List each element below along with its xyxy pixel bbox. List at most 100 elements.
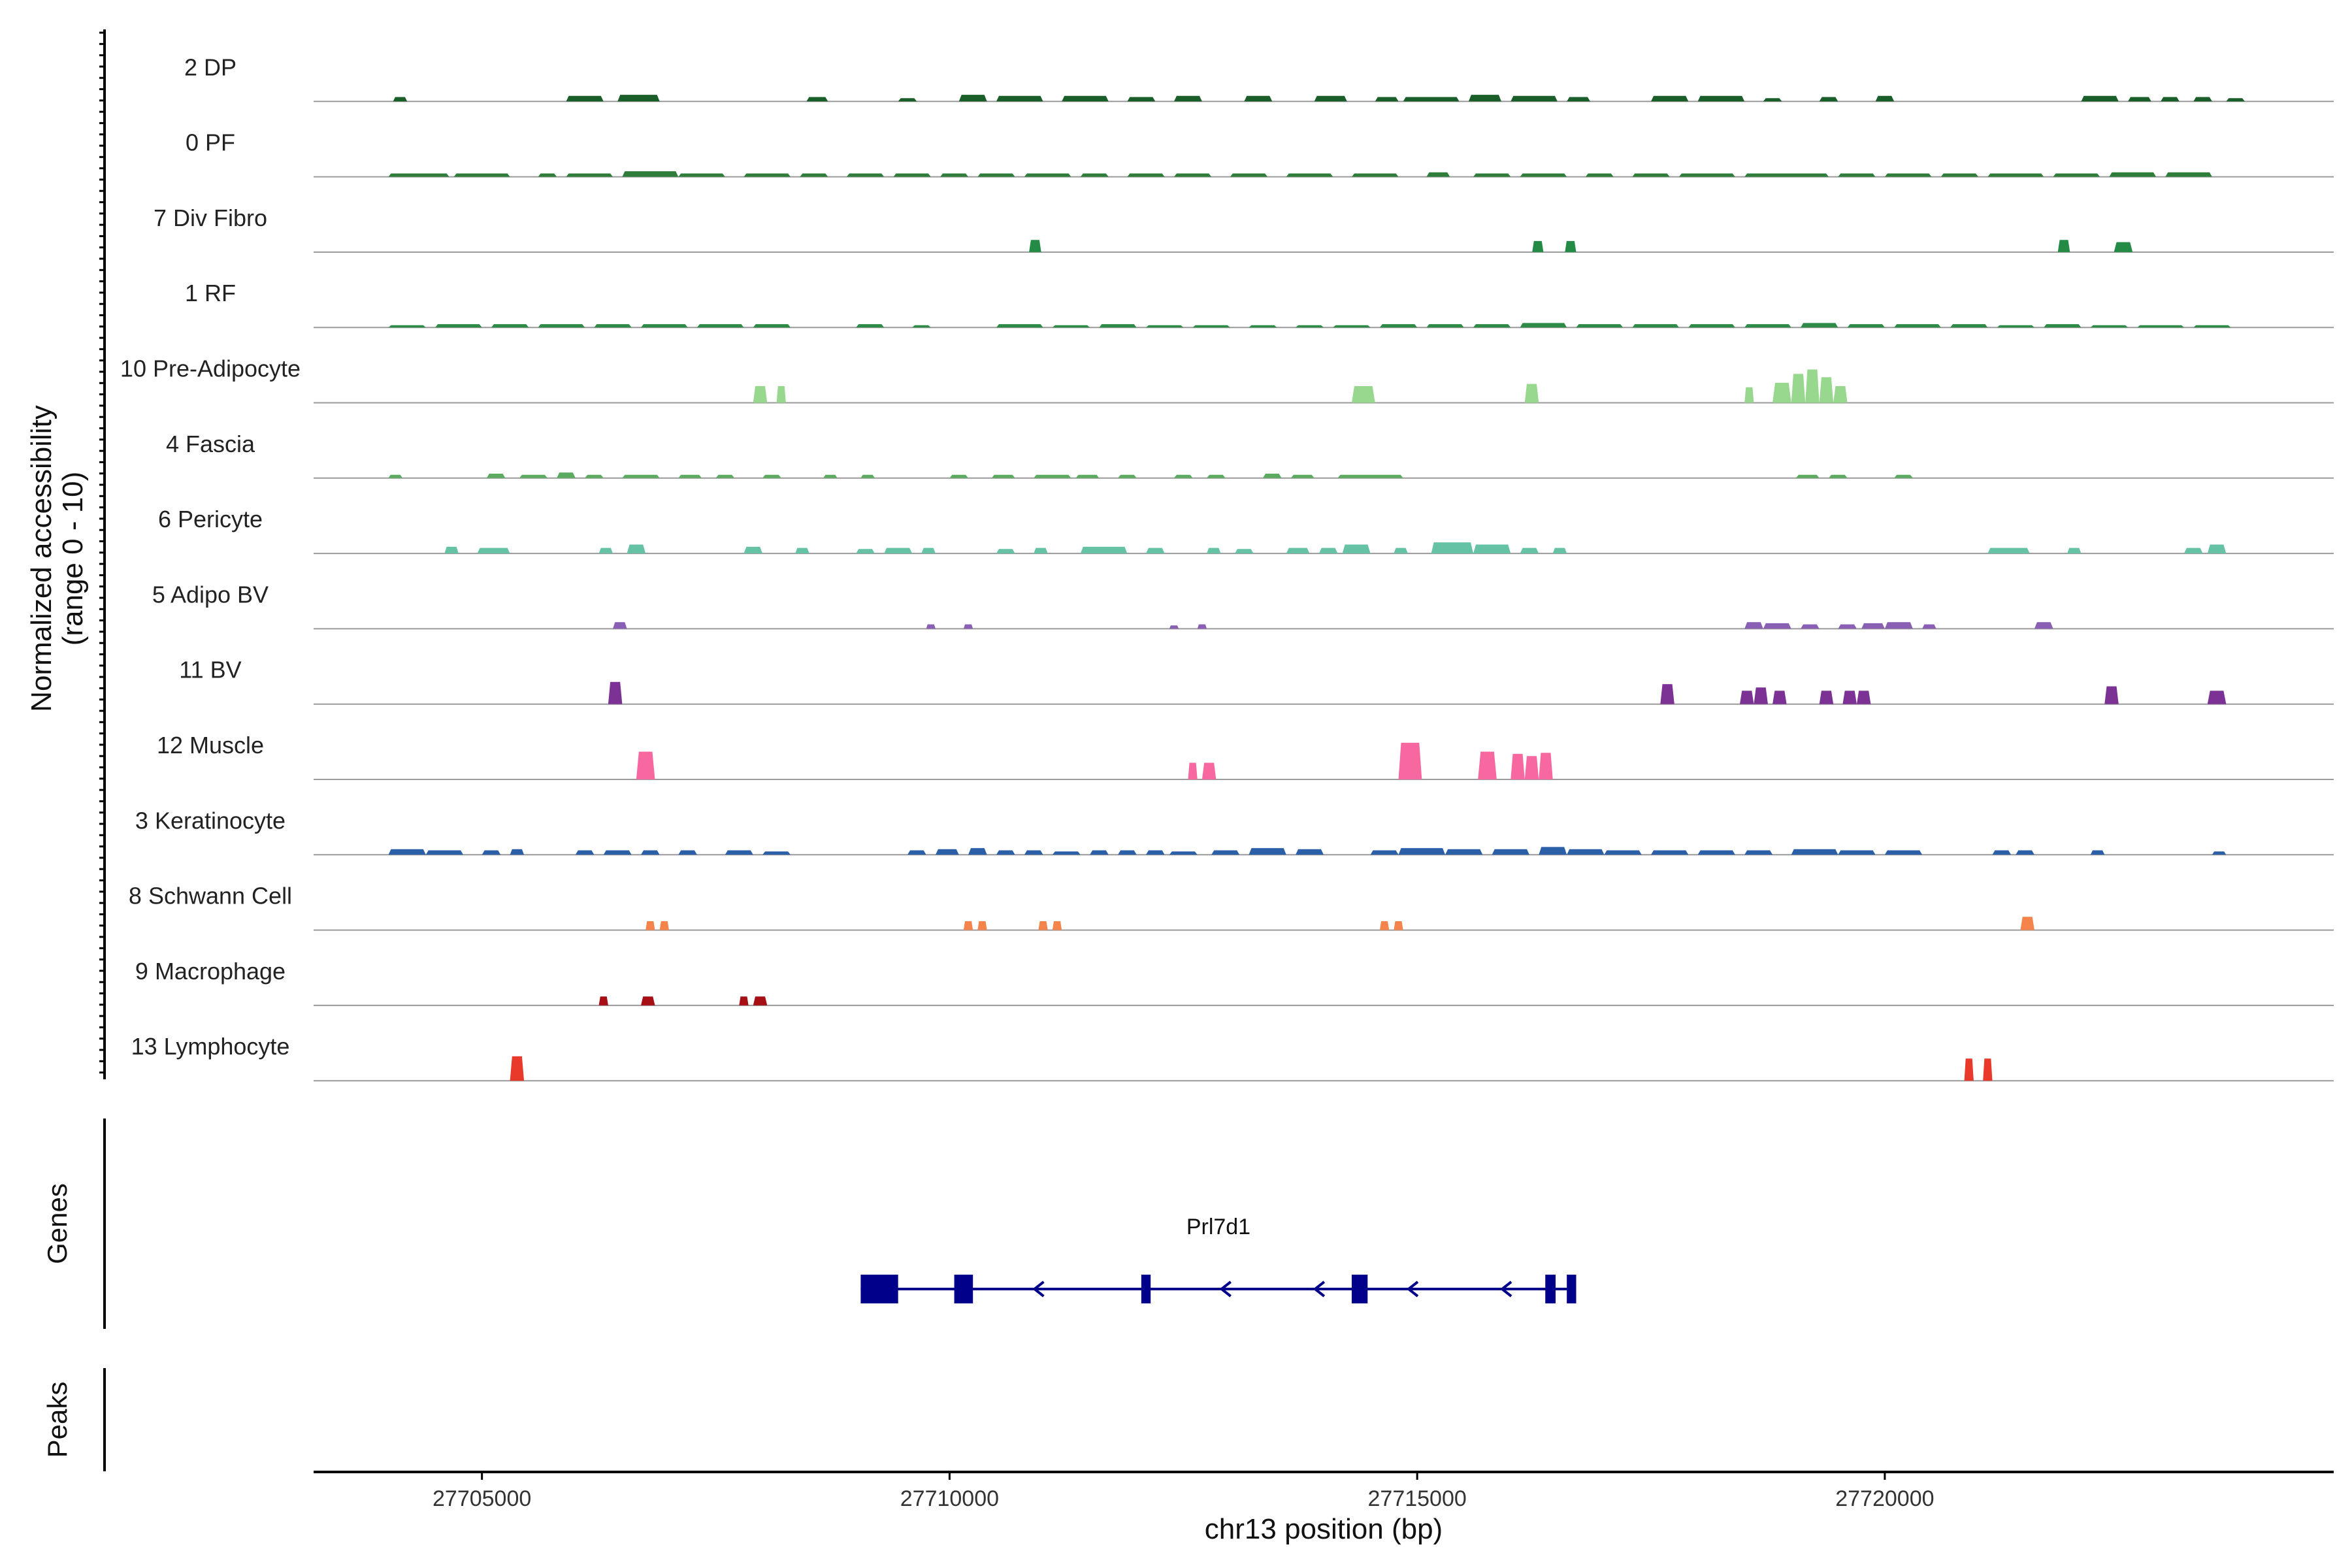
accessibility-peak — [1468, 95, 1501, 102]
accessibility-peak — [2053, 173, 2100, 177]
accessibility-peak — [753, 324, 791, 328]
gene-exon — [1567, 1275, 1576, 1303]
track-label: 8 Schwann Cell — [129, 883, 292, 909]
accessibility-peak — [1565, 240, 1576, 252]
accessibility-peak — [907, 850, 926, 855]
accessibility-peak — [1024, 173, 1071, 177]
accessibility-peak — [753, 386, 768, 403]
accessibility-peak — [393, 97, 408, 102]
gene-strand-arrow — [1313, 1281, 1326, 1298]
track-13: 13 Lymphocyte — [131, 1033, 2334, 1082]
accessibility-peak — [2207, 691, 2227, 704]
accessibility-peak — [1997, 325, 2034, 328]
accessibility-peak — [603, 850, 632, 855]
accessibility-peak — [1118, 850, 1137, 855]
accessibility-peak — [1801, 624, 1820, 629]
accessibility-peak — [1080, 173, 1109, 177]
accessibility-peak — [1987, 173, 2044, 177]
accessibility-peak — [1314, 95, 1347, 102]
accessibility-peak — [696, 324, 744, 328]
accessibility-peak — [1146, 850, 1165, 855]
peaks-panel-label: Peaks — [42, 1382, 73, 1458]
accessibility-peak — [1024, 850, 1043, 855]
accessibility-peak — [2034, 622, 2053, 629]
track-label: 5 Adipo BV — [152, 581, 269, 608]
accessibility-peak — [1146, 325, 1184, 328]
accessibility-peak — [1940, 173, 1979, 177]
accessibility-peak — [2183, 547, 2203, 554]
accessibility-peak — [2016, 850, 2034, 855]
accessibility-peak — [1950, 324, 1988, 328]
accessibility-peak — [2109, 172, 2157, 177]
accessibility-peak — [1052, 921, 1062, 930]
accessibility-peak — [1337, 474, 1403, 478]
accessibility-peak — [1520, 173, 1567, 177]
x-axis-title: chr13 position (bp) — [1205, 1513, 1443, 1545]
accessibility-peak — [1791, 374, 1806, 403]
track-5: 4 Fascia — [166, 431, 2334, 479]
accessibility-peak — [557, 472, 576, 478]
accessibility-peak — [762, 851, 791, 855]
accessibility-peak — [636, 751, 655, 779]
accessibility-peak — [1169, 625, 1179, 629]
gene-exon — [1141, 1275, 1151, 1303]
accessibility-peak — [1029, 240, 1041, 252]
gene-exon — [954, 1275, 973, 1303]
gene-strand-arrow — [1219, 1281, 1232, 1298]
accessibility-peak — [1651, 95, 1689, 102]
accessibility-peak — [2161, 97, 2180, 102]
accessibility-peak — [1838, 624, 1857, 629]
accessibility-peak — [762, 474, 781, 478]
accessibility-peak — [1394, 921, 1403, 930]
accessibility-peak — [1127, 173, 1165, 177]
accessibility-peak — [1697, 850, 1735, 855]
accessibility-peak — [1524, 756, 1539, 779]
accessibility-peak — [477, 547, 510, 554]
accessibility-peak — [739, 996, 749, 1005]
accessibility-peak — [1884, 173, 1932, 177]
accessibility-peak — [996, 850, 1015, 855]
accessibility-peak — [1884, 622, 1913, 629]
accessibility-peak — [846, 173, 885, 177]
accessibility-peak — [1861, 623, 1885, 629]
accessibility-peak — [977, 173, 1015, 177]
accessibility-peak — [1842, 691, 1857, 704]
accessibility-peak — [1286, 173, 1333, 177]
accessibility-peak — [1370, 850, 1399, 855]
accessibility-peak — [613, 622, 627, 629]
accessibility-peak — [795, 547, 809, 554]
accessibility-peak — [1173, 173, 1212, 177]
track-label: 7 Div Fibro — [154, 204, 267, 231]
accessibility-peak — [641, 996, 655, 1005]
accessibility-peak — [1062, 95, 1109, 102]
accessibility-peak — [1173, 474, 1193, 478]
accessibility-peak — [1118, 474, 1137, 478]
gene-exon — [860, 1275, 898, 1303]
accessibility-peak — [2226, 98, 2246, 102]
accessibility-peak — [585, 474, 604, 478]
track-8: 11 BV — [179, 657, 2334, 705]
accessibility-peak — [1090, 850, 1109, 855]
accessibility-peak — [912, 325, 931, 328]
genes-panel-label: Genes — [42, 1183, 73, 1264]
accessibility-peak — [388, 173, 449, 177]
accessibility-peak — [1207, 474, 1226, 478]
gene-model — [860, 1275, 1576, 1303]
accessibility-peak — [1697, 95, 1745, 102]
accessibility-peak — [617, 95, 660, 102]
accessibility-peak — [1833, 386, 1848, 403]
accessibility-peak — [659, 921, 669, 930]
accessibility-peak — [1987, 547, 2030, 554]
accessibility-peak — [1539, 847, 1567, 855]
accessibility-peak — [968, 848, 987, 855]
accessibility-peak — [1763, 98, 1782, 102]
accessibility-peak — [1894, 474, 1913, 478]
accessibility-peak — [1744, 387, 1754, 403]
accessibility-peak — [1192, 325, 1230, 328]
accessibility-peak — [1492, 849, 1529, 855]
x-tick-label: 27720000 — [1835, 1486, 1934, 1511]
accessibility-peak — [425, 850, 464, 855]
accessibility-peak — [1398, 742, 1422, 779]
accessibility-peak — [1520, 547, 1539, 554]
accessibility-peak — [1744, 324, 1791, 328]
